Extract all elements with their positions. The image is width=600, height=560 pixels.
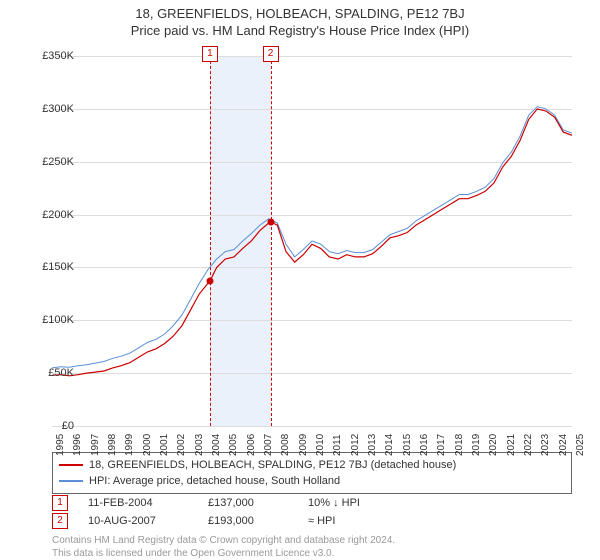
x-axis-tick: 2018 [454, 434, 465, 456]
x-axis-tick: 2003 [194, 434, 205, 456]
x-axis-tick: 1999 [124, 434, 135, 456]
x-axis-tick: 2017 [436, 434, 447, 456]
x-axis-tick: 2016 [419, 434, 430, 456]
grid-line [52, 426, 572, 427]
x-axis-tick: 2001 [159, 434, 170, 456]
sale-relative: 10% ↓ HPI [308, 497, 408, 509]
y-axis-tick: £50K [26, 367, 74, 379]
x-axis-tick: 1996 [72, 434, 83, 456]
y-axis-tick: £0 [26, 420, 74, 432]
sale-date: 10-AUG-2007 [88, 515, 208, 527]
x-axis-tick: 2010 [315, 434, 326, 456]
x-axis-tick: 2019 [471, 434, 482, 456]
series-svg [52, 56, 572, 426]
legend-label: 18, GREENFIELDS, HOLBEACH, SPALDING, PE1… [89, 459, 456, 471]
sale-price: £193,000 [208, 515, 308, 527]
chart-subtitle: Price paid vs. HM Land Registry's House … [0, 23, 600, 38]
footer-line: This data is licensed under the Open Gov… [52, 547, 572, 560]
footer-line: Contains HM Land Registry data © Crown c… [52, 534, 572, 547]
event-marker-box: 2 [263, 46, 279, 62]
x-axis-tick: 2014 [384, 434, 395, 456]
sale-index-box: 2 [52, 513, 68, 529]
legend-item: HPI: Average price, detached house, Sout… [59, 473, 565, 489]
chart-plot-area [52, 56, 572, 426]
legend-swatch [59, 464, 83, 466]
sale-index-box: 1 [52, 495, 68, 511]
y-axis-tick: £100K [26, 314, 74, 326]
x-axis-tick: 2006 [246, 434, 257, 456]
attribution-footer: Contains HM Land Registry data © Crown c… [52, 534, 572, 560]
x-axis-tick: 2025 [575, 434, 586, 456]
sale-point [267, 218, 274, 225]
x-axis-tick: 2021 [506, 434, 517, 456]
y-axis-tick: £150K [26, 261, 74, 273]
x-axis-tick: 1998 [107, 434, 118, 456]
sale-point [206, 278, 213, 285]
x-axis-tick: 2004 [211, 434, 222, 456]
y-axis-tick: £250K [26, 156, 74, 168]
chart-title: 18, GREENFIELDS, HOLBEACH, SPALDING, PE1… [0, 6, 600, 21]
y-axis-tick: £350K [26, 50, 74, 62]
chart-container: 18, GREENFIELDS, HOLBEACH, SPALDING, PE1… [0, 6, 600, 560]
x-axis-tick: 2022 [523, 434, 534, 456]
y-axis-tick: £300K [26, 103, 74, 115]
x-axis-tick: 1997 [90, 434, 101, 456]
x-axis-tick: 1995 [55, 434, 66, 456]
x-axis-tick: 2007 [263, 434, 274, 456]
x-axis-tick: 2008 [280, 434, 291, 456]
x-axis-tick: 2011 [332, 434, 343, 456]
sale-price: £137,000 [208, 497, 308, 509]
y-axis-tick: £200K [26, 209, 74, 221]
sale-row: 2 10-AUG-2007£193,000≈ HPI [52, 512, 572, 530]
x-axis-tick: 2002 [176, 434, 187, 456]
legend-item: 18, GREENFIELDS, HOLBEACH, SPALDING, PE1… [59, 457, 565, 473]
x-axis-tick: 2023 [540, 434, 551, 456]
x-axis-tick: 2005 [228, 434, 239, 456]
x-axis-tick: 2012 [350, 434, 361, 456]
sales-table: 1 11-FEB-2004£137,00010% ↓ HPI 2 10-AUG-200… [52, 494, 572, 530]
x-axis-tick: 2013 [367, 434, 378, 456]
sale-relative: ≈ HPI [308, 515, 408, 527]
sale-row: 1 11-FEB-2004£137,00010% ↓ HPI [52, 494, 572, 512]
x-axis-tick: 2015 [402, 434, 413, 456]
event-marker-box: 1 [202, 46, 218, 62]
legend-label: HPI: Average price, detached house, Sout… [89, 475, 340, 487]
series-property [52, 109, 572, 376]
series-hpi [52, 107, 572, 368]
sale-date: 11-FEB-2004 [88, 497, 208, 509]
chart-legend: 18, GREENFIELDS, HOLBEACH, SPALDING, PE1… [52, 452, 572, 494]
legend-swatch [59, 480, 83, 482]
x-axis-tick: 2009 [298, 434, 309, 456]
x-axis-tick: 2024 [558, 434, 569, 456]
x-axis-tick: 2000 [142, 434, 153, 456]
x-axis-tick: 2020 [488, 434, 499, 456]
